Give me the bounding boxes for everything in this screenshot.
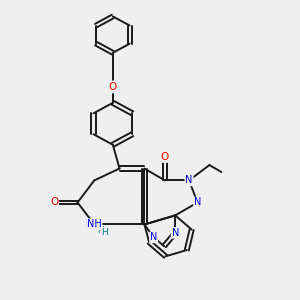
Text: H: H (98, 226, 104, 235)
Text: O: O (50, 197, 58, 208)
Text: NH: NH (85, 220, 100, 230)
Text: N: N (150, 232, 158, 242)
Text: O: O (161, 152, 169, 162)
Text: O: O (109, 82, 117, 92)
Text: NH: NH (87, 220, 102, 230)
Text: N: N (194, 197, 201, 208)
Text: H: H (101, 228, 108, 237)
Text: N: N (172, 228, 179, 238)
Text: O: O (109, 82, 117, 92)
Text: N: N (185, 176, 193, 185)
